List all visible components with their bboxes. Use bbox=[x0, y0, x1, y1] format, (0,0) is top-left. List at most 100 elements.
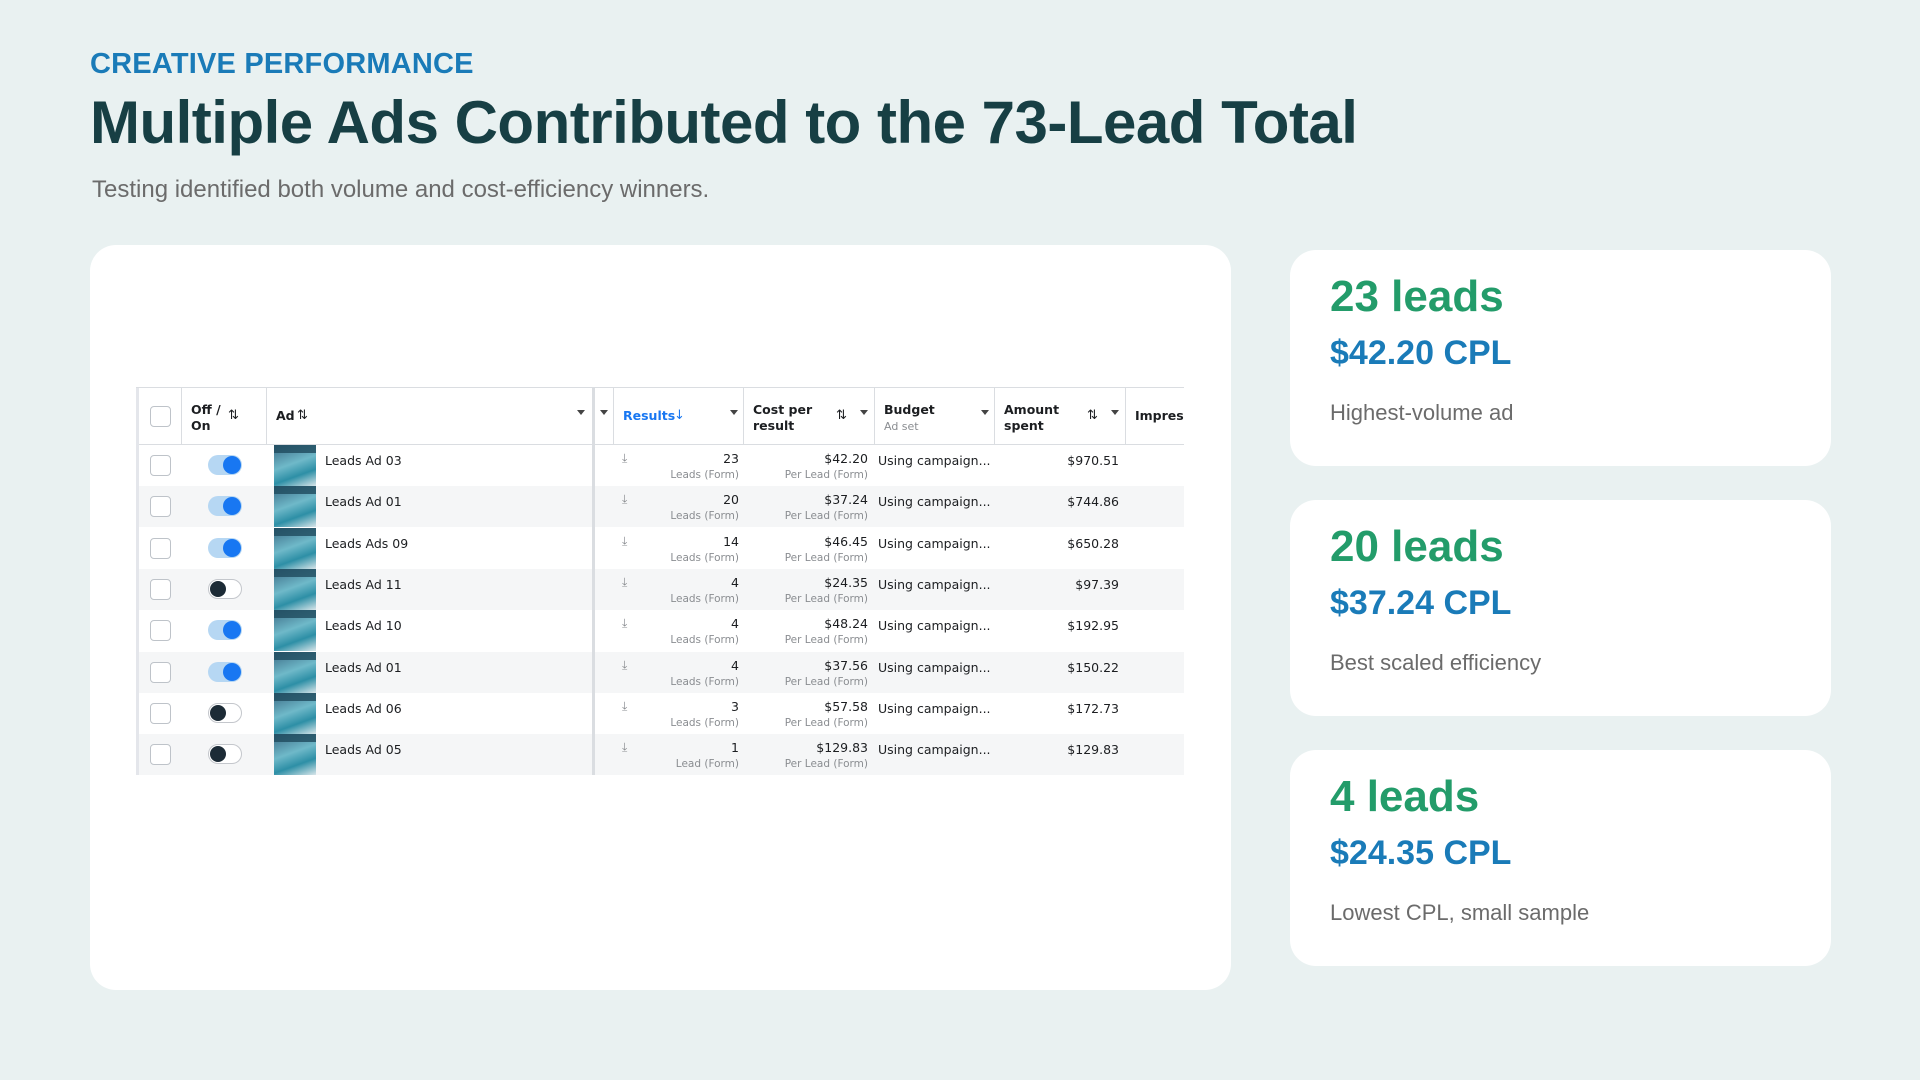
page-subtitle: Testing identified both volume and cost-… bbox=[92, 176, 710, 203]
ad-name[interactable]: Leads Ad 01 bbox=[325, 659, 402, 675]
download-icon[interactable]: ⤓ bbox=[622, 451, 628, 465]
ad-name[interactable]: Leads Ad 06 bbox=[325, 700, 402, 716]
row-checkbox[interactable] bbox=[150, 496, 171, 518]
ad-name[interactable]: Leads Ad 11 bbox=[325, 576, 402, 592]
ad-toggle[interactable] bbox=[208, 661, 242, 682]
table-row[interactable]: Leads Ads 09 ⤓ 14 Leads (Form) $46.45 Per Lea… bbox=[136, 527, 1184, 569]
results-value: 3 bbox=[731, 698, 739, 714]
card-cpl: $42.20 CPL bbox=[1330, 334, 1512, 372]
column-ad-label: Ad bbox=[276, 408, 295, 423]
column-spent-label: Amount spent bbox=[1004, 402, 1060, 433]
table-row[interactable]: Leads Ad 01 ⤓ 20 Leads (Form) $37.24 Per Lead… bbox=[136, 486, 1184, 528]
download-icon[interactable]: ⤓ bbox=[622, 533, 628, 548]
sort-icon[interactable]: ⇅ bbox=[836, 408, 847, 423]
spent-value: $172.73 bbox=[1067, 700, 1119, 716]
spent-value: $970.51 bbox=[1067, 453, 1119, 468]
cost-cell: $57.58 Per Lead (Form) bbox=[756, 699, 868, 729]
sort-icon[interactable]: ⇅ bbox=[228, 408, 239, 423]
frozen-column-divider bbox=[592, 388, 595, 775]
table-row[interactable]: Leads Ad 10 ⤓ 4 Leads (Form) $48.24 Per Lead … bbox=[136, 610, 1184, 652]
row-checkbox[interactable] bbox=[150, 702, 171, 724]
download-icon[interactable]: ⤓ bbox=[622, 740, 628, 755]
table-row[interactable]: Leads Ad 01 ⤓ 4 Leads (Form) $37.56 Per Lead … bbox=[136, 651, 1184, 693]
row-checkbox[interactable] bbox=[150, 620, 171, 642]
ad-thumbnail bbox=[274, 445, 316, 486]
download-icon[interactable]: ⤓ bbox=[622, 698, 628, 713]
ad-toggle[interactable] bbox=[208, 702, 242, 723]
ads-table: Off / On ⇅ Ad ⇅ Results ↓ Cost per resul… bbox=[136, 387, 1184, 775]
chevron-down-icon[interactable] bbox=[981, 410, 989, 415]
column-toggle[interactable]: Off / On ⇅ bbox=[182, 388, 267, 445]
ad-toggle[interactable] bbox=[208, 578, 242, 599]
cost-cell: $48.24 Per Lead (Form) bbox=[756, 616, 868, 646]
column-budget[interactable]: Budget Ad set bbox=[875, 388, 995, 445]
results-cell: 4 Leads (Form) bbox=[656, 616, 739, 646]
results-value: 1 bbox=[731, 740, 739, 756]
table-row[interactable]: Leads Ad 06 ⤓ 3 Leads (Form) $57.58 Per Lead … bbox=[136, 692, 1184, 734]
table-row[interactable]: Leads Ad 11 ⤓ 4 Leads (Form) $24.35 Per Lead … bbox=[136, 568, 1184, 610]
chevron-down-icon[interactable] bbox=[600, 410, 608, 415]
ad-toggle[interactable] bbox=[208, 620, 242, 641]
column-impressions-label: Impressi bbox=[1135, 408, 1184, 423]
thumbnail-banner bbox=[274, 651, 316, 660]
chevron-down-icon[interactable] bbox=[860, 410, 868, 415]
ads-table-panel: Off / On ⇅ Ad ⇅ Results ↓ Cost per resul… bbox=[90, 245, 1231, 990]
download-icon[interactable]: ⤓ bbox=[622, 574, 628, 589]
column-collapse[interactable] bbox=[595, 388, 614, 445]
column-results-label: Results bbox=[623, 408, 676, 423]
ad-name[interactable]: Leads Ads 09 bbox=[325, 535, 409, 551]
ad-toggle[interactable] bbox=[208, 744, 242, 765]
download-icon[interactable]: ⤓ bbox=[622, 657, 628, 672]
ad-name[interactable]: Leads Ad 10 bbox=[325, 618, 402, 634]
column-budget-label: Budget bbox=[884, 402, 935, 417]
column-toggle-label: Off / On bbox=[191, 402, 221, 433]
results-value: 4 bbox=[731, 574, 739, 590]
ad-toggle[interactable] bbox=[208, 537, 242, 558]
column-ad[interactable]: Ad ⇅ bbox=[267, 388, 593, 445]
toggle-knob bbox=[223, 538, 241, 557]
chevron-down-icon[interactable] bbox=[1111, 410, 1119, 415]
card-description: Best scaled efficiency bbox=[1330, 650, 1542, 675]
table-row[interactable]: Leads Ad 05 ⤓ 1 Lead (Form) $129.83 Per Lead … bbox=[136, 734, 1184, 775]
table-left-edge bbox=[136, 388, 139, 775]
ad-name[interactable]: Leads Ad 03 bbox=[325, 453, 402, 468]
row-checkbox[interactable] bbox=[150, 744, 171, 766]
results-sublabel: Lead (Form) bbox=[675, 758, 739, 771]
toggle-knob bbox=[223, 662, 241, 681]
sort-icon[interactable]: ⇅ bbox=[297, 408, 308, 423]
ad-thumbnail bbox=[274, 651, 316, 693]
cost-cell: $129.83 Per Lead (Form) bbox=[756, 740, 868, 770]
row-checkbox[interactable] bbox=[150, 578, 171, 600]
table-row[interactable]: Leads Ad 03 ⤓ 23 Leads (Form) $42.20 Per Lead… bbox=[136, 445, 1184, 486]
ad-name[interactable]: Leads Ad 05 bbox=[325, 742, 402, 758]
cost-sublabel: Per Lead (Form) bbox=[784, 758, 868, 771]
arrow-down-icon[interactable]: ↓ bbox=[674, 408, 685, 423]
row-checkbox[interactable] bbox=[150, 661, 171, 683]
toggle-knob bbox=[223, 497, 241, 516]
results-sublabel: Leads (Form) bbox=[670, 592, 739, 605]
column-results[interactable]: Results ↓ bbox=[614, 388, 744, 445]
thumbnail-banner bbox=[274, 610, 316, 619]
column-impressions[interactable]: Impressi bbox=[1126, 388, 1184, 445]
download-icon[interactable]: ⤓ bbox=[622, 616, 628, 631]
cost-sublabel: Per Lead (Form) bbox=[784, 510, 868, 523]
row-checkbox[interactable] bbox=[150, 455, 171, 476]
sort-icon[interactable]: ⇅ bbox=[1087, 408, 1098, 423]
ad-thumbnail bbox=[274, 692, 316, 734]
chevron-down-icon[interactable] bbox=[577, 410, 585, 415]
card-leads: 23 leads bbox=[1330, 272, 1504, 321]
ad-thumbnail bbox=[274, 568, 316, 610]
card-leads: 20 leads bbox=[1330, 522, 1504, 571]
select-all-checkbox[interactable] bbox=[150, 406, 171, 427]
budget-value: Using campaign... bbox=[878, 535, 991, 551]
ad-toggle[interactable] bbox=[208, 455, 242, 475]
column-cost-per-result[interactable]: Cost per result ⇅ bbox=[744, 388, 875, 445]
ad-toggle[interactable] bbox=[208, 496, 242, 517]
ad-name[interactable]: Leads Ad 01 bbox=[325, 494, 402, 510]
chevron-down-icon[interactable] bbox=[730, 410, 738, 415]
toggle-knob bbox=[223, 456, 241, 474]
download-icon[interactable]: ⤓ bbox=[622, 492, 628, 507]
column-amount-spent[interactable]: Amount spent ⇅ bbox=[995, 388, 1126, 445]
row-checkbox[interactable] bbox=[150, 537, 171, 559]
budget-value: Using campaign... bbox=[878, 453, 991, 468]
